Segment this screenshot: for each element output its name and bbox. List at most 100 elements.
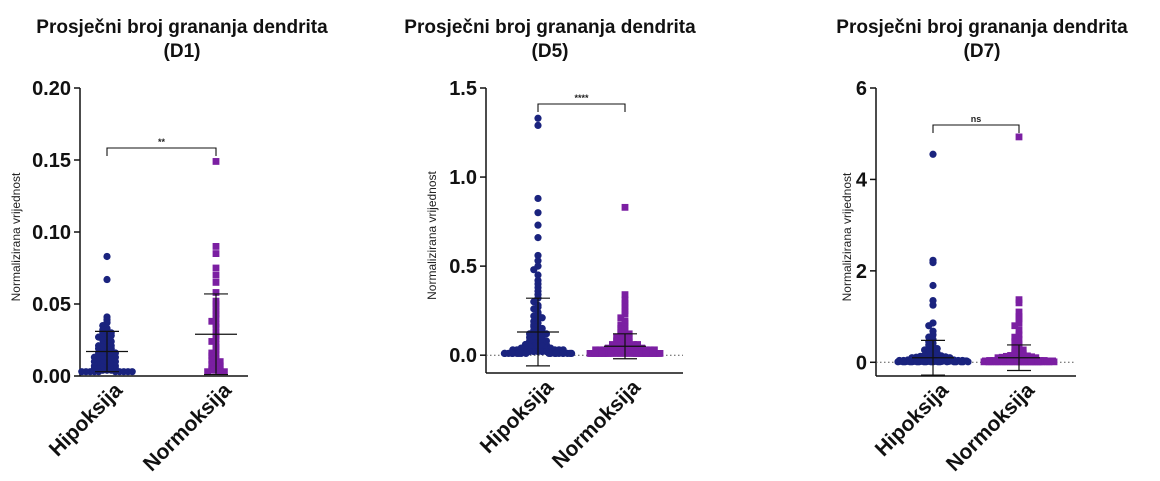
significance-bracket [537,103,626,112]
data-point [1034,358,1042,366]
data-point [621,303,629,311]
data-point [515,349,523,358]
y-tick-label: 0.05 [32,294,71,316]
y-tick-label: 0 [856,352,867,374]
data-point [596,346,604,354]
data-point [1043,358,1051,366]
data-point [617,321,625,329]
data-point [592,346,599,354]
data-point [617,325,625,332]
data-point [621,296,629,304]
data-point [943,358,951,366]
data-point [591,350,599,357]
data-point [604,344,612,352]
data-point [920,358,928,366]
data-point [1007,352,1014,359]
data-point [204,368,211,376]
data-point [1011,338,1019,346]
y-tick-label: 1.0 [449,167,477,189]
data-point [642,346,650,354]
series-normoksija [195,158,237,376]
y-tick-label: 0.5 [449,256,477,278]
data-point [208,352,216,360]
chart-panel-1: Prosječni broj grananja dendrita (D1) Norm… [9,17,328,476]
data-point [894,358,902,366]
series-hipoksija [894,150,972,376]
series-hipoksija [78,252,136,376]
chart-title: Prosječni broj grananja dendrita [836,17,1128,38]
data-point [208,317,216,325]
significance-label: ns [971,114,982,124]
significance-label: ** [158,137,166,147]
y-axis-label: Normalizirana vrijednost [9,172,23,301]
data-point [1027,358,1035,366]
data-point [621,326,629,334]
data-point [634,344,641,352]
data-point [128,368,136,376]
data-point [609,341,616,348]
chart-panel-3: Prosječni broj grananja dendrita (D7) Norm… [836,17,1128,476]
data-point [625,339,633,347]
y-tick-label: 1.5 [449,78,477,100]
data-point [212,158,220,165]
data-point [1015,336,1023,343]
data-point [621,291,629,299]
data-point [208,356,216,364]
data-point [1011,333,1019,341]
data-point [598,350,606,357]
data-point [103,275,111,284]
data-point [621,319,629,327]
data-point [656,350,664,357]
data-point [216,358,224,365]
data-point [212,279,220,286]
data-point [621,323,629,331]
y-tick-label: 2 [856,261,867,283]
data-point [600,346,608,354]
y-tick-label: 0.20 [32,78,71,100]
data-point [950,358,958,366]
y-tick-label: 0.0 [449,345,477,367]
data-point [1011,322,1019,330]
data-point [634,341,641,348]
data-point [501,349,509,358]
series-normoksija [980,133,1058,372]
data-point [638,344,646,352]
data-point [566,349,574,358]
series-hipoksija [500,114,576,367]
data-point [929,150,937,158]
data-point [212,243,220,250]
data-point [208,366,216,374]
data-point [212,264,220,272]
chart-subtitle: (D7) [964,41,1001,62]
data-point [1013,358,1021,366]
data-point [635,350,643,357]
data-point [929,259,937,267]
data-point [534,234,542,242]
data-point [929,301,937,309]
data-point [964,358,972,366]
data-point [212,289,220,296]
data-point [534,194,542,203]
data-point [617,332,625,339]
series-normoksija [586,203,664,360]
significance-label: **** [574,93,589,103]
data-point [534,209,542,217]
data-point [508,349,516,358]
data-point [651,346,658,354]
data-point [534,271,542,279]
data-point [646,346,654,354]
chart-subtitle: (D5) [532,41,569,62]
data-point [642,350,650,357]
data-point [1015,299,1023,307]
data-point [617,314,625,322]
data-point [1015,308,1023,316]
y-axis-label: Normalizirana vrijednost [425,170,439,299]
data-point [617,339,625,347]
data-point [609,344,616,352]
data-point [985,358,993,366]
data-point [621,300,629,307]
chart-title: Prosječni broj grananja dendrita [36,17,328,38]
data-point [934,358,942,366]
x-category-label: Hipoksija [871,379,954,462]
